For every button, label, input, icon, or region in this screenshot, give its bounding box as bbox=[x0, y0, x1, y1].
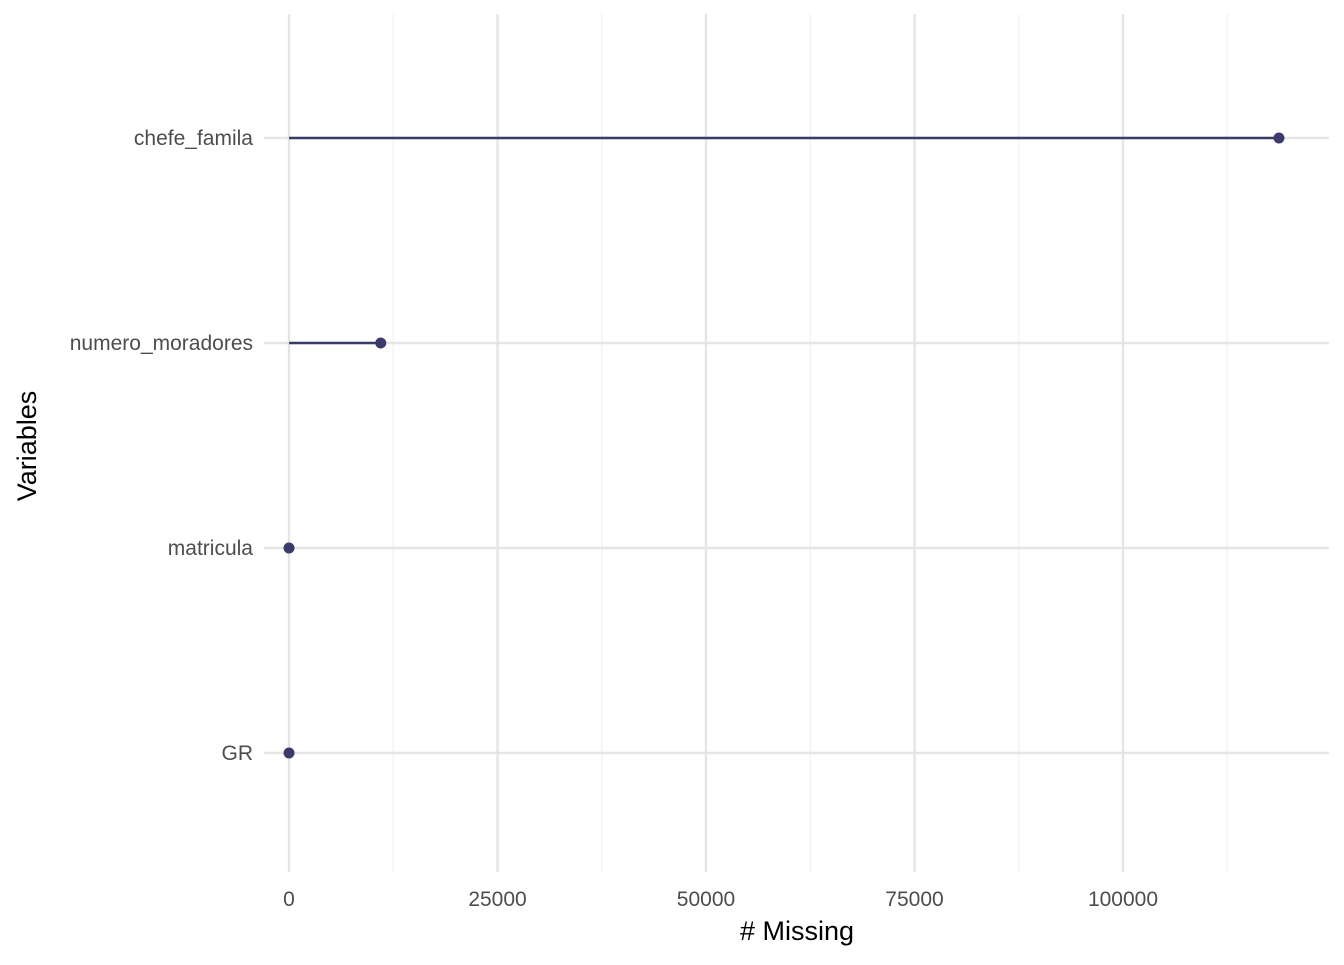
x-tick-label: 25000 bbox=[468, 888, 526, 911]
x-tick-label: 100000 bbox=[1088, 888, 1158, 911]
x-axis-title: # Missing bbox=[740, 916, 854, 946]
x-tick-label: 75000 bbox=[885, 888, 943, 911]
lollipop-point bbox=[1273, 132, 1285, 144]
x-tick-label: 50000 bbox=[677, 888, 735, 911]
y-axis-title: Variables bbox=[12, 391, 42, 502]
lollipop-marks bbox=[283, 132, 1285, 759]
grid bbox=[264, 14, 1329, 872]
y-tick-label: numero_moradores bbox=[70, 332, 253, 355]
lollipop-point bbox=[283, 747, 295, 759]
y-tick-label: matricula bbox=[168, 537, 254, 560]
lollipop-point bbox=[283, 542, 295, 554]
y-tick-label: GR bbox=[222, 742, 254, 765]
x-axis-tick-labels: 0 25000 50000 75000 100000 bbox=[283, 888, 1158, 911]
y-axis-tick-labels: chefe_famila numero_moradores matricula GR bbox=[70, 127, 254, 765]
y-tick-label: chefe_famila bbox=[134, 127, 253, 150]
x-tick-label: 0 bbox=[283, 888, 295, 911]
lollipop-point bbox=[375, 337, 387, 349]
